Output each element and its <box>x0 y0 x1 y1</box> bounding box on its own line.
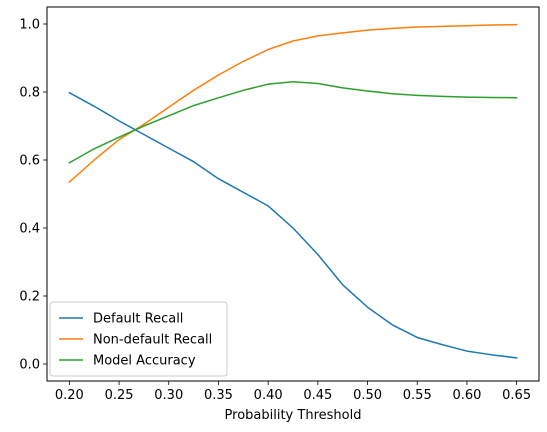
x-tick-label: 0.50 <box>353 388 382 403</box>
x-tick-label: 0.60 <box>452 388 481 403</box>
series-line-1 <box>68 91 518 359</box>
y-tick-label: 0.6 <box>19 154 40 169</box>
legend-label-1: Default Recall <box>93 312 183 327</box>
x-axis-label: Probability Threshold <box>225 408 362 423</box>
series-line-2 <box>68 23 518 184</box>
x-tick-label: 0.40 <box>254 388 283 403</box>
legend: Default Recall Non-default Recall Model Ac… <box>49 301 228 377</box>
x-tick-label: 0.35 <box>204 388 233 403</box>
legend-label-2: Non-default Recall <box>93 333 212 348</box>
series-layer <box>68 23 518 359</box>
y-tick-label: 0.8 <box>19 86 40 101</box>
y-tick-label: 0.0 <box>19 358 40 373</box>
plot-frame <box>46 6 540 382</box>
x-tick-label: 0.65 <box>502 388 531 403</box>
x-tick-label: 0.25 <box>105 388 134 403</box>
legend-box <box>49 301 228 377</box>
series-line-3 <box>68 81 518 164</box>
y-axis: 0.0 0.2 0.4 0.6 0.8 1.0 <box>19 18 47 373</box>
y-tick-label: 0.2 <box>19 290 40 305</box>
y-tick-label: 1.0 <box>19 18 40 33</box>
y-tick-label: 0.4 <box>19 222 40 237</box>
x-tick-label: 0.30 <box>154 388 183 403</box>
x-axis: 0.20 0.25 0.30 0.35 0.40 0.45 0.50 0.55 0.60 0.65 <box>55 381 531 403</box>
x-tick-label: 0.20 <box>55 388 84 403</box>
legend-label-3: Model Accuracy <box>93 354 196 369</box>
x-tick-label: 0.55 <box>403 388 432 403</box>
x-tick-label: 0.45 <box>303 388 332 403</box>
